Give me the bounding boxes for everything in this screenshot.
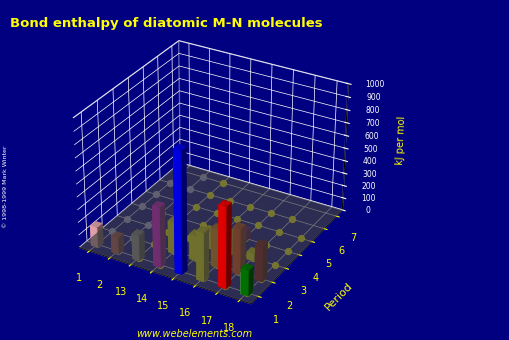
Text: Bond enthalpy of diatomic M-N molecules: Bond enthalpy of diatomic M-N molecules [10, 17, 322, 30]
Text: www.webelements.com: www.webelements.com [135, 328, 251, 339]
Y-axis label: Period: Period [323, 281, 354, 313]
Text: © 1998-1999 Mark Winter: © 1998-1999 Mark Winter [3, 146, 8, 228]
